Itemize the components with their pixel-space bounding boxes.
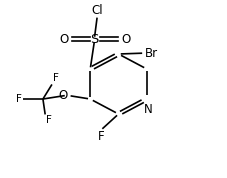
Text: F: F [53, 73, 59, 83]
Text: S: S [90, 33, 99, 46]
Text: F: F [46, 115, 52, 125]
Text: Br: Br [144, 47, 157, 60]
Text: O: O [121, 33, 130, 46]
Text: O: O [58, 89, 67, 102]
Text: N: N [143, 103, 152, 116]
Text: Cl: Cl [91, 4, 102, 17]
Text: F: F [98, 130, 104, 143]
Text: O: O [59, 33, 68, 46]
Text: F: F [16, 94, 21, 104]
